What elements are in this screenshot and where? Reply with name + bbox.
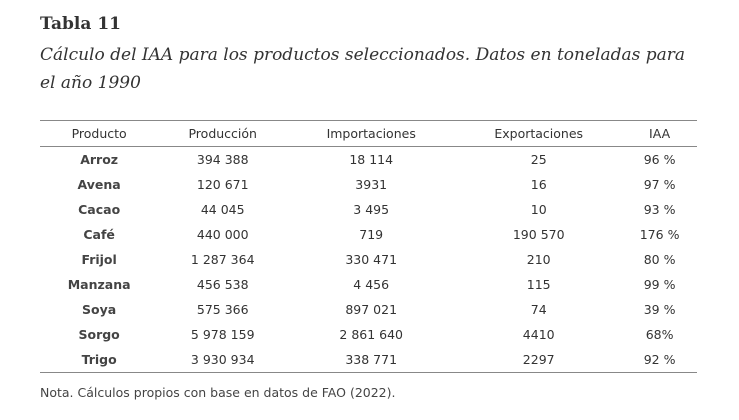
table-cell: 338 771 bbox=[345, 352, 398, 367]
table-cell: 1 287 364 bbox=[190, 252, 255, 267]
table-cell: 190 570 bbox=[512, 227, 565, 242]
column-header: Exportaciones bbox=[494, 126, 584, 141]
table-cell: 330 471 bbox=[345, 252, 398, 267]
table-cell: 25 bbox=[530, 152, 547, 167]
table-cell: 2297 bbox=[522, 352, 555, 367]
table-cell: 120 671 bbox=[196, 177, 249, 192]
table-row: Trigo 3 930 934 338 771 2297 92 % bbox=[40, 347, 697, 373]
table-row: Frijol 1 287 364 330 471 210 80 % bbox=[40, 247, 697, 272]
table-cell: Frijol bbox=[81, 252, 117, 267]
table-cell: 4 456 bbox=[353, 277, 390, 292]
data-table: Producto Producción Importaciones Exportaci… bbox=[40, 120, 697, 373]
table-cell: 16 bbox=[530, 177, 547, 192]
table-cell: 210 bbox=[526, 252, 551, 267]
table-cell: 176 % bbox=[639, 227, 680, 242]
table-cell: 897 021 bbox=[345, 302, 398, 317]
table-title: Tabla 11 bbox=[40, 14, 121, 34]
table-row: Soya 575 366 897 021 74 39 % bbox=[40, 297, 697, 322]
table-cell: Avena bbox=[77, 177, 121, 192]
table-row: Arroz 394 388 18 114 25 96 % bbox=[40, 147, 697, 173]
column-header: Producción bbox=[188, 126, 257, 141]
table-cell: 3 495 bbox=[353, 202, 390, 217]
table-cell: Cacao bbox=[78, 202, 121, 217]
column-header: IAA bbox=[649, 126, 671, 141]
table-cell: Sorgo bbox=[78, 327, 120, 342]
table-row: Manzana 456 538 4 456 115 99 % bbox=[40, 272, 697, 297]
table-cell: 10 bbox=[530, 202, 547, 217]
column-header: Producto bbox=[71, 126, 127, 141]
table-cell: 80 % bbox=[643, 252, 676, 267]
table-cell: 719 bbox=[359, 227, 384, 242]
table-cell: 3 930 934 bbox=[190, 352, 255, 367]
table-cell: 68% bbox=[645, 327, 674, 342]
table-cell: 39 % bbox=[643, 302, 676, 317]
table-cell: Soya bbox=[82, 302, 117, 317]
table-subtitle: Cálculo del IAA para los productos selec… bbox=[40, 45, 686, 93]
table-cell: 93 % bbox=[643, 202, 676, 217]
table-cell: 440 000 bbox=[196, 227, 249, 242]
table-cell: Café bbox=[83, 227, 115, 242]
table-row: Avena 120 671 3931 16 97 % bbox=[40, 172, 697, 197]
table-note: Nota. Cálculos propios con base en datos… bbox=[40, 385, 396, 400]
table-cell: 456 538 bbox=[196, 277, 249, 292]
table-body: Arroz 394 388 18 114 25 96 % Avena 120 671 3931… bbox=[40, 147, 697, 373]
table-cell: 2 861 640 bbox=[339, 327, 404, 342]
table-cell: 99 % bbox=[643, 277, 676, 292]
table-row: Cacao 44 045 3 495 10 93 % bbox=[40, 197, 697, 222]
header-row: Producto Producción Importaciones Exportaci… bbox=[40, 120, 697, 147]
table-cell: 92 % bbox=[643, 352, 676, 367]
table-head: Producto Producción Importaciones Exportaci… bbox=[40, 120, 697, 147]
table-row: Sorgo 5 978 159 2 861 640 4410 68% bbox=[40, 322, 697, 347]
table-row: Café 440 000 719 190 570 176 % bbox=[40, 222, 697, 247]
table-cell: 18 114 bbox=[349, 152, 394, 167]
table-cell: Trigo bbox=[81, 352, 117, 367]
column-header: Importaciones bbox=[326, 126, 416, 141]
table-cell: 394 388 bbox=[196, 152, 249, 167]
table-cell: 44 045 bbox=[200, 202, 245, 217]
table-cell: 97 % bbox=[643, 177, 676, 192]
table-cell: 4410 bbox=[522, 327, 555, 342]
table-cell: 74 bbox=[530, 302, 547, 317]
table-cell: 5 978 159 bbox=[190, 327, 255, 342]
table-cell: Arroz bbox=[80, 152, 119, 167]
table-cell: 96 % bbox=[643, 152, 676, 167]
table-cell: Manzana bbox=[67, 277, 131, 292]
table-cell: 3931 bbox=[355, 177, 388, 192]
table-cell: 115 bbox=[526, 277, 551, 292]
table-cell: 575 366 bbox=[196, 302, 249, 317]
